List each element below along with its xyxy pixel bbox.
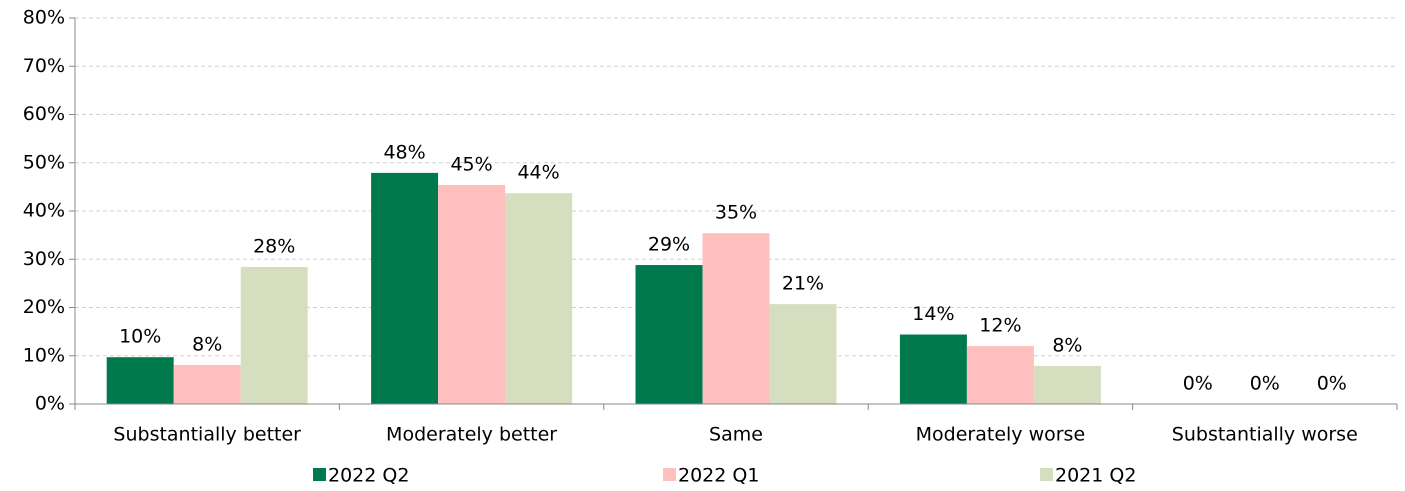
bar xyxy=(240,266,308,404)
value-label: 21% xyxy=(782,273,824,295)
value-label: 0% xyxy=(1317,373,1347,395)
x-tick-label: Same xyxy=(709,424,763,446)
value-label: 14% xyxy=(912,303,954,325)
bar xyxy=(173,364,241,404)
y-tick-label: 80% xyxy=(23,7,65,29)
legend-swatch xyxy=(1040,468,1053,481)
value-label: 29% xyxy=(648,234,690,256)
y-tick-label: 30% xyxy=(23,248,65,270)
bar xyxy=(1033,365,1101,404)
value-label: 0% xyxy=(1250,373,1280,395)
y-tick-label: 60% xyxy=(23,103,65,125)
value-label: 8% xyxy=(1052,334,1082,356)
bar xyxy=(106,357,174,404)
y-tick-label: 50% xyxy=(23,151,65,173)
legend-label: 2022 Q1 xyxy=(678,465,759,487)
value-label: 8% xyxy=(192,333,222,355)
value-label: 44% xyxy=(517,162,559,184)
bar xyxy=(635,265,703,404)
legend-swatch xyxy=(663,468,676,481)
value-label: 10% xyxy=(119,326,161,348)
x-tick-label: Moderately worse xyxy=(916,424,1086,446)
bar xyxy=(769,304,837,404)
legend-swatch xyxy=(313,468,326,481)
y-tick-label: 40% xyxy=(23,200,65,222)
legend-label: 2021 Q2 xyxy=(1055,465,1136,487)
bar xyxy=(438,184,506,404)
y-tick-label: 20% xyxy=(23,296,65,318)
x-tick-label: Substantially better xyxy=(113,424,301,446)
value-label: 28% xyxy=(253,235,295,257)
value-label: 48% xyxy=(383,141,425,163)
legend-label: 2022 Q2 xyxy=(328,465,409,487)
bar xyxy=(899,334,967,404)
bar xyxy=(702,233,770,404)
bar xyxy=(966,346,1034,404)
value-label: 12% xyxy=(979,315,1021,337)
value-label: 35% xyxy=(715,202,757,224)
x-tick-label: Substantially worse xyxy=(1172,424,1358,446)
y-tick-label: 10% xyxy=(23,344,65,366)
value-label: 45% xyxy=(450,153,492,175)
bar xyxy=(505,193,573,404)
value-label: 0% xyxy=(1183,373,1213,395)
y-tick-label: 0% xyxy=(35,393,65,415)
bar xyxy=(371,172,439,404)
y-tick-label: 70% xyxy=(23,55,65,77)
x-tick-label: Moderately better xyxy=(386,424,557,446)
